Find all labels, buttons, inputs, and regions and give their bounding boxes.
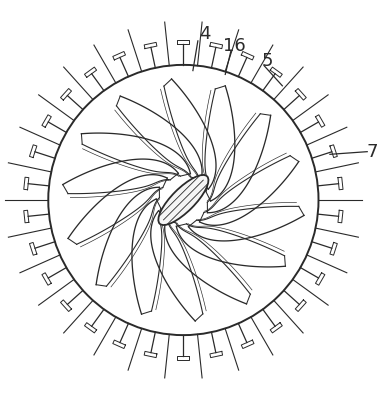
Text: 7: 7 bbox=[366, 144, 377, 162]
Text: 5: 5 bbox=[261, 52, 273, 70]
Text: 4: 4 bbox=[199, 26, 210, 44]
Text: 16: 16 bbox=[223, 37, 246, 55]
Ellipse shape bbox=[159, 175, 209, 225]
